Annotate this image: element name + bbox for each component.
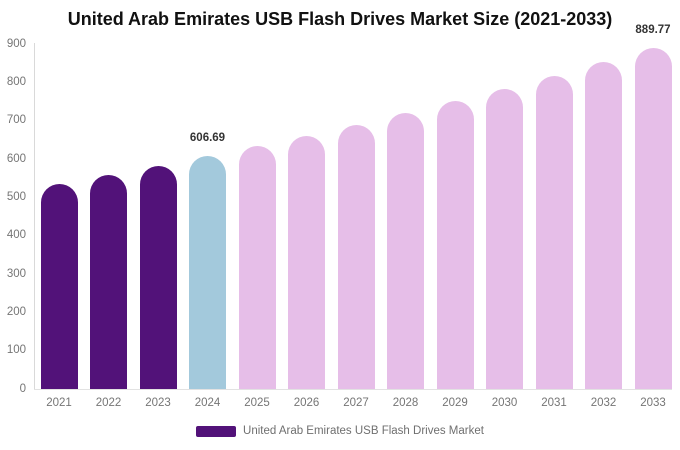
bar-2028[interactable] — [387, 113, 424, 389]
legend-swatch-icon — [196, 425, 237, 437]
bar-2022[interactable] — [90, 175, 127, 389]
bar-2029[interactable] — [436, 101, 474, 389]
y-axis-tick-label-300: 300 — [6, 267, 26, 280]
y-axis-tick-label-200: 200 — [6, 305, 26, 318]
bar-value-label-2024: 606.69 — [189, 132, 226, 145]
x-axis-label-2030: 2030 — [491, 397, 518, 409]
bar-2030[interactable] — [486, 88, 523, 389]
chart-title: United Arab Emirates USB Flash Drives Ma… — [67, 9, 613, 29]
x-axis-label-2028: 2028 — [392, 397, 419, 409]
bar-2024[interactable] — [189, 156, 226, 389]
y-axis-tick-label-0: 0 — [19, 382, 26, 395]
bar-2027[interactable] — [337, 124, 375, 389]
y-axis-line — [34, 43, 35, 389]
x-axis-label-2023: 2023 — [145, 397, 171, 409]
x-axis-label-2021: 2021 — [46, 397, 72, 409]
x-axis-label-2033: 2033 — [640, 397, 666, 409]
bar-value-label-2033: 889.77 — [635, 23, 671, 36]
y-axis-tick-label-400: 400 — [6, 229, 26, 242]
x-axis-label-2027: 2027 — [343, 397, 369, 409]
legend: United Arab Emirates USB Flash Drives Ma… — [0, 425, 680, 437]
bar-2023[interactable] — [139, 166, 177, 389]
y-axis-tick-label-600: 600 — [6, 152, 26, 165]
x-axis-line — [34, 389, 672, 390]
y-axis-tick-label-700: 700 — [6, 114, 26, 127]
x-axis-label-2025: 2025 — [244, 397, 270, 409]
y-axis-tick-label-900: 900 — [6, 37, 26, 50]
bar-2033[interactable] — [634, 47, 672, 389]
x-axis-label-2031: 2031 — [541, 397, 567, 409]
y-axis-tick-label-100: 100 — [6, 344, 26, 357]
legend-label: United Arab Emirates USB Flash Drives Ma… — [243, 425, 484, 437]
y-axis-tick-label-800: 800 — [6, 75, 26, 88]
bar-2025[interactable] — [238, 146, 276, 389]
x-axis-label-2024: 2024 — [194, 397, 221, 409]
x-axis-label-2026: 2026 — [293, 397, 320, 409]
x-axis-label-2022: 2022 — [95, 397, 122, 409]
legend-item[interactable]: United Arab Emirates USB Flash Drives Ma… — [196, 425, 484, 437]
bar-2032[interactable] — [585, 62, 622, 389]
y-axis-tick-label-500: 500 — [6, 190, 26, 203]
x-axis-label-2029: 2029 — [442, 397, 468, 409]
bar-2021[interactable] — [40, 184, 78, 389]
x-axis-label-2032: 2032 — [590, 397, 617, 409]
bar-2031[interactable] — [535, 75, 573, 389]
bar-2026[interactable] — [288, 135, 325, 389]
